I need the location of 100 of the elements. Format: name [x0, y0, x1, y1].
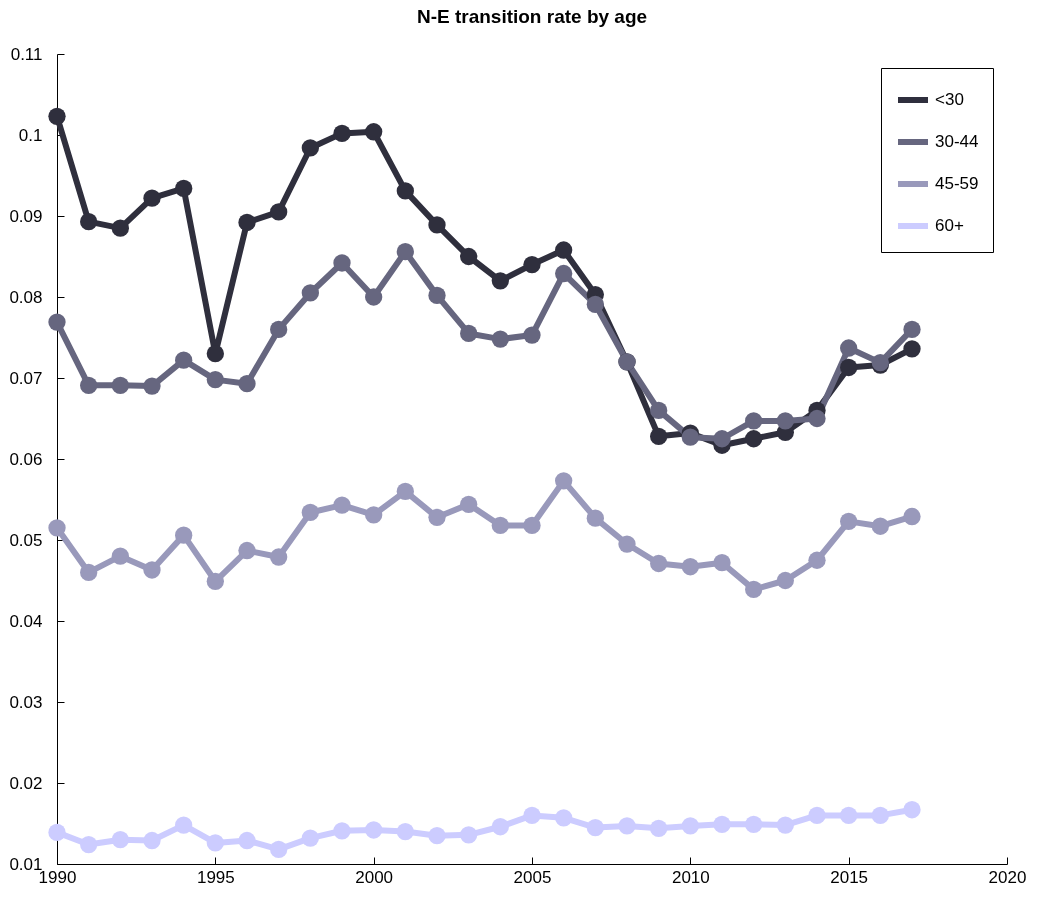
point	[491, 330, 509, 348]
y-tick-label: 0.06	[9, 449, 43, 469]
point	[840, 806, 858, 825]
point	[903, 507, 921, 526]
point	[523, 806, 541, 825]
point	[333, 822, 351, 840]
point	[48, 519, 66, 537]
x-tick-label: 2015	[830, 867, 869, 887]
point	[365, 821, 383, 839]
point	[270, 840, 288, 859]
point	[650, 401, 668, 420]
x-tick-label: 2020	[988, 867, 1027, 887]
point	[745, 580, 763, 599]
point	[365, 288, 383, 306]
x-tick-label: 1995	[196, 867, 235, 887]
chart-title: N-E transition rate by age	[416, 6, 648, 27]
point	[681, 817, 699, 835]
y-tick-label: 0.03	[9, 692, 43, 712]
point	[175, 179, 193, 198]
point	[586, 509, 604, 527]
point	[808, 551, 826, 569]
x-tick-label: 2000	[355, 867, 394, 887]
point	[903, 320, 921, 339]
point	[175, 816, 193, 834]
point	[618, 817, 636, 835]
y-tick-label: 0.08	[9, 287, 43, 307]
point	[238, 213, 256, 232]
point	[143, 831, 161, 850]
legend-label: 60+	[935, 216, 964, 235]
point	[270, 320, 288, 339]
legend-label: 45-59	[935, 174, 979, 193]
point	[396, 822, 414, 841]
point	[111, 219, 129, 237]
point	[555, 241, 573, 259]
point	[428, 508, 446, 526]
point	[808, 409, 826, 428]
point	[745, 430, 763, 448]
point	[776, 571, 794, 590]
point	[491, 272, 509, 290]
point	[206, 834, 224, 852]
point	[650, 427, 668, 445]
point	[333, 254, 351, 272]
point	[523, 516, 541, 535]
point	[206, 572, 224, 590]
point	[713, 815, 731, 833]
y-tick-label: 0.11	[10, 44, 43, 64]
point	[365, 123, 383, 141]
point	[111, 376, 129, 394]
point	[491, 818, 509, 836]
point	[428, 286, 446, 305]
point	[206, 370, 224, 389]
y-tick-label: 0.04	[9, 611, 43, 631]
y-tick-label: 0.09	[9, 206, 43, 226]
point	[460, 247, 478, 266]
point	[903, 801, 921, 819]
point	[776, 816, 794, 834]
point	[301, 829, 319, 847]
point	[111, 547, 129, 565]
point	[143, 377, 161, 395]
point	[460, 826, 478, 844]
point	[713, 554, 731, 572]
point	[840, 339, 858, 357]
point	[238, 375, 256, 393]
point	[776, 412, 794, 430]
point	[175, 526, 193, 544]
point	[270, 548, 288, 566]
y-tick-label: 0.07	[9, 368, 43, 388]
point	[745, 815, 763, 833]
legend-label: 30-44	[935, 132, 979, 151]
point	[238, 541, 256, 560]
point	[206, 345, 224, 363]
point	[80, 213, 98, 231]
point	[840, 358, 858, 377]
point	[713, 430, 731, 448]
point	[48, 823, 66, 842]
point	[840, 512, 858, 531]
point	[903, 340, 921, 358]
point	[396, 482, 414, 501]
point	[80, 563, 98, 582]
point	[555, 264, 573, 283]
point	[48, 107, 66, 126]
point	[555, 472, 573, 490]
point	[555, 809, 573, 827]
point	[428, 827, 446, 845]
y-tick-label: 0.1	[18, 125, 43, 145]
point	[333, 496, 351, 514]
point	[808, 806, 826, 825]
point	[238, 831, 256, 850]
point	[491, 516, 509, 535]
point	[523, 255, 541, 274]
point	[871, 517, 889, 535]
point	[396, 243, 414, 261]
point	[365, 506, 383, 524]
point	[523, 326, 541, 344]
point	[111, 831, 129, 849]
point	[301, 503, 319, 522]
point	[586, 295, 604, 313]
legend-label: <30	[935, 90, 964, 109]
point	[586, 818, 604, 837]
point	[301, 139, 319, 157]
